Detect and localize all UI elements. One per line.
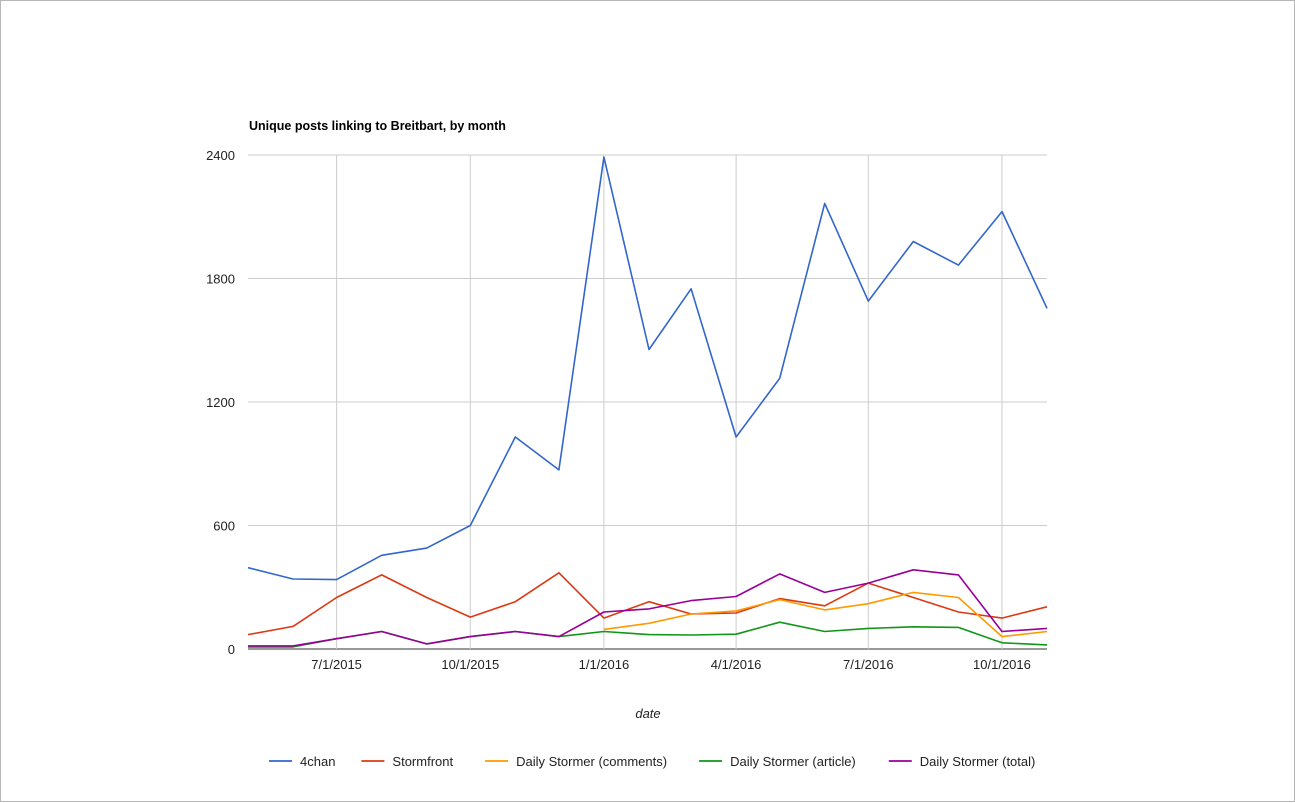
grid-lines xyxy=(248,154,1047,650)
x-tick-label: 10/1/2016 xyxy=(973,657,1031,672)
y-tick-label: 1200 xyxy=(206,395,235,410)
series-line-0 xyxy=(247,156,1048,581)
x-tick-label: 10/1/2015 xyxy=(441,657,499,672)
x-tick-label: 1/1/2016 xyxy=(579,657,630,672)
series-line-4 xyxy=(248,569,1048,647)
y-tick-label: 0 xyxy=(228,642,235,657)
legend-label-1: Stormfront xyxy=(392,754,453,769)
y-axis-ticks: 0 600 1200 1800 2400 xyxy=(206,148,235,657)
legend-label-2: Daily Stormer (comments) xyxy=(516,754,667,769)
y-tick-label: 600 xyxy=(213,519,235,534)
x-axis-title: date xyxy=(635,706,660,721)
y-tick-label: 1800 xyxy=(206,272,235,287)
y-tick-label: 2400 xyxy=(206,148,235,163)
x-tick-label: 4/1/2016 xyxy=(711,657,762,672)
chart-title: Unique posts linking to Breitbart, by mo… xyxy=(249,119,506,133)
legend: 4chan Stormfront Daily Stormer (comments) D… xyxy=(269,754,1035,769)
series-line-2 xyxy=(603,591,1048,638)
legend-label-0: 4chan xyxy=(300,754,335,769)
x-axis-ticks: 7/1/2015 10/1/2015 1/1/2016 4/1/2016 7/1/201… xyxy=(311,657,1031,672)
legend-label-3: Daily Stormer (article) xyxy=(730,754,856,769)
x-tick-label: 7/1/2016 xyxy=(843,657,894,672)
legend-label-4: Daily Stormer (total) xyxy=(920,754,1036,769)
series-line-1 xyxy=(247,572,1048,636)
series-lines xyxy=(247,156,1048,648)
x-tick-label: 7/1/2015 xyxy=(311,657,362,672)
series-line-3 xyxy=(248,621,1048,648)
